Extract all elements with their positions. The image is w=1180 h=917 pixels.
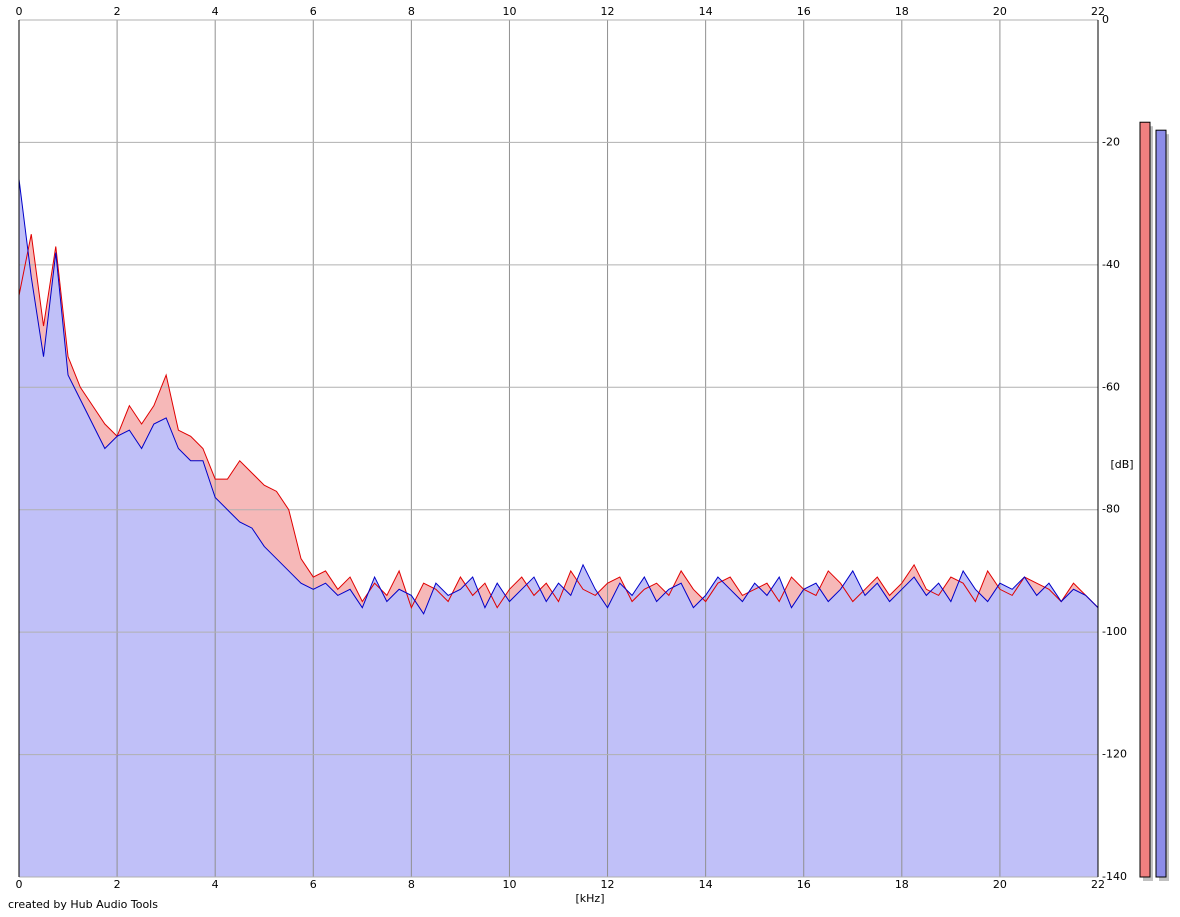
x-tick-label: 18 xyxy=(895,878,909,891)
x-tick-label-top: 6 xyxy=(310,5,317,18)
x-tick-label: 0 xyxy=(16,878,23,891)
x-tick-label-top: 4 xyxy=(212,5,219,18)
x-tick-label: 12 xyxy=(601,878,615,891)
credit: created by Hub Audio Tools xyxy=(8,898,158,911)
y-tick-label: -80 xyxy=(1102,503,1120,516)
x-tick-label-top: 14 xyxy=(699,5,713,18)
x-tick-label-top: 22 xyxy=(1091,5,1105,18)
spectrum-line xyxy=(18,234,1099,609)
x-tick-label: 2 xyxy=(114,878,121,891)
y-tick-label: 0 xyxy=(1102,13,1109,26)
y-tick-label: -140 xyxy=(1102,870,1127,883)
y-tick-label: -100 xyxy=(1102,625,1127,638)
x-tick-label-top: 2 xyxy=(114,5,121,18)
x-tick-label: 10 xyxy=(502,878,516,891)
x-tick-label-top: 0 xyxy=(16,5,23,18)
y-tick-label: -40 xyxy=(1102,258,1120,271)
level-meter xyxy=(1139,121,1151,878)
x-tick-label: 4 xyxy=(212,878,219,891)
x-tick-label-top: 18 xyxy=(895,5,909,18)
x-axis-label: [kHz] xyxy=(576,892,605,905)
x-tick-label-top: 10 xyxy=(502,5,516,18)
y-tick-label: -120 xyxy=(1102,748,1127,761)
x-tick-label: 6 xyxy=(310,878,317,891)
spectrum-line xyxy=(18,179,1099,615)
x-tick-label: 22 xyxy=(1091,878,1105,891)
level-meter xyxy=(1155,129,1167,878)
x-tick-label-top: 20 xyxy=(993,5,1007,18)
x-tick-label: 16 xyxy=(797,878,811,891)
x-tick-label: 20 xyxy=(993,878,1007,891)
y-tick-label: -60 xyxy=(1102,380,1120,393)
x-tick-label: 8 xyxy=(408,878,415,891)
x-tick-label-top: 8 xyxy=(408,5,415,18)
x-tick-label: 14 xyxy=(699,878,713,891)
x-tick-label-top: 12 xyxy=(601,5,615,18)
y-tick-label: -20 xyxy=(1102,135,1120,148)
x-tick-label-top: 16 xyxy=(797,5,811,18)
y-axis-label: [dB] xyxy=(1110,458,1133,471)
spectrum-area xyxy=(19,179,1098,877)
